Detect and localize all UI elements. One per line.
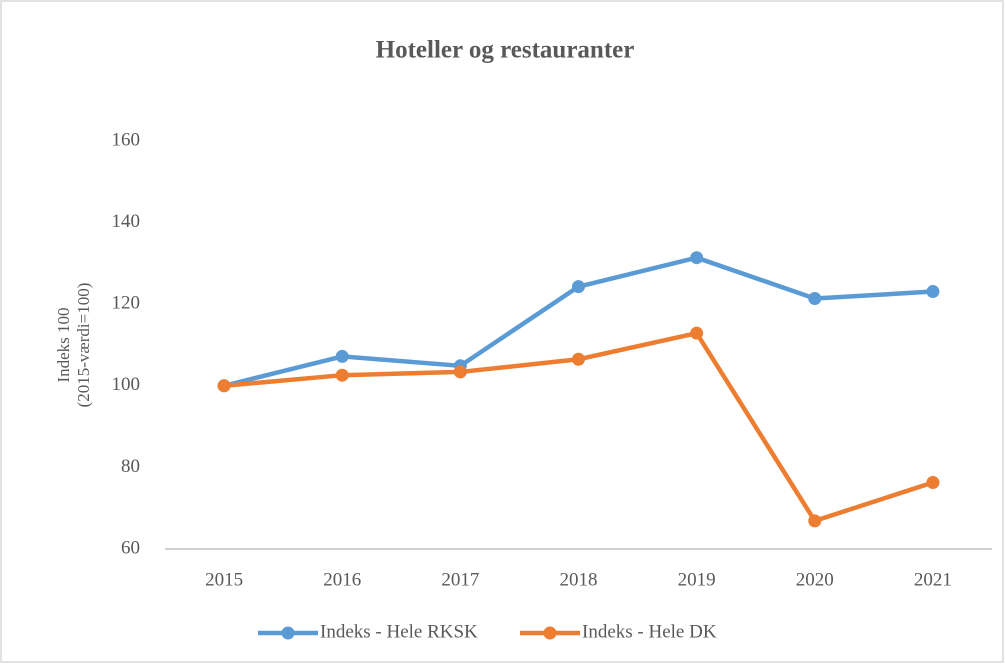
series-marker bbox=[808, 514, 822, 528]
x-tick-label: 2020 bbox=[796, 569, 834, 590]
series-marker bbox=[808, 291, 822, 305]
legend-marker bbox=[543, 626, 557, 640]
y-axis-title-line: Indeks 100 bbox=[54, 307, 73, 382]
y-tick-label: 160 bbox=[112, 129, 141, 150]
y-axis-title-line: (2015-værdi=100) bbox=[74, 283, 93, 408]
x-tick-label: 2018 bbox=[560, 569, 598, 590]
legend-label: Indeks - Hele RKSK bbox=[320, 621, 478, 642]
x-tick-label: 2021 bbox=[914, 569, 952, 590]
x-tick-label: 2019 bbox=[678, 569, 716, 590]
y-tick-label: 60 bbox=[121, 537, 140, 558]
y-tick-label: 80 bbox=[121, 456, 140, 477]
x-tick-label: 2016 bbox=[323, 569, 361, 590]
series-marker bbox=[453, 365, 467, 379]
series-marker bbox=[690, 251, 704, 265]
series-marker bbox=[690, 326, 704, 340]
series-marker bbox=[926, 285, 940, 299]
series-marker bbox=[926, 475, 940, 489]
chart-title: Hoteller og restauranter bbox=[376, 37, 635, 64]
x-tick-label: 2015 bbox=[205, 569, 243, 590]
y-axis-title: Indeks 100 (2015-værdi=100) bbox=[54, 283, 93, 408]
series-marker bbox=[217, 379, 231, 393]
series-marker bbox=[335, 349, 349, 363]
legend-marker bbox=[281, 626, 295, 640]
series-marker bbox=[572, 280, 585, 294]
y-tick-label: 100 bbox=[112, 374, 141, 395]
series-marker bbox=[572, 352, 585, 366]
y-tick-label: 120 bbox=[112, 293, 141, 314]
y-tick-label: 140 bbox=[112, 211, 141, 232]
legend-label: Indeks - Hele DK bbox=[582, 621, 717, 642]
series-marker bbox=[335, 368, 349, 382]
x-tick-label: 2017 bbox=[441, 569, 479, 590]
